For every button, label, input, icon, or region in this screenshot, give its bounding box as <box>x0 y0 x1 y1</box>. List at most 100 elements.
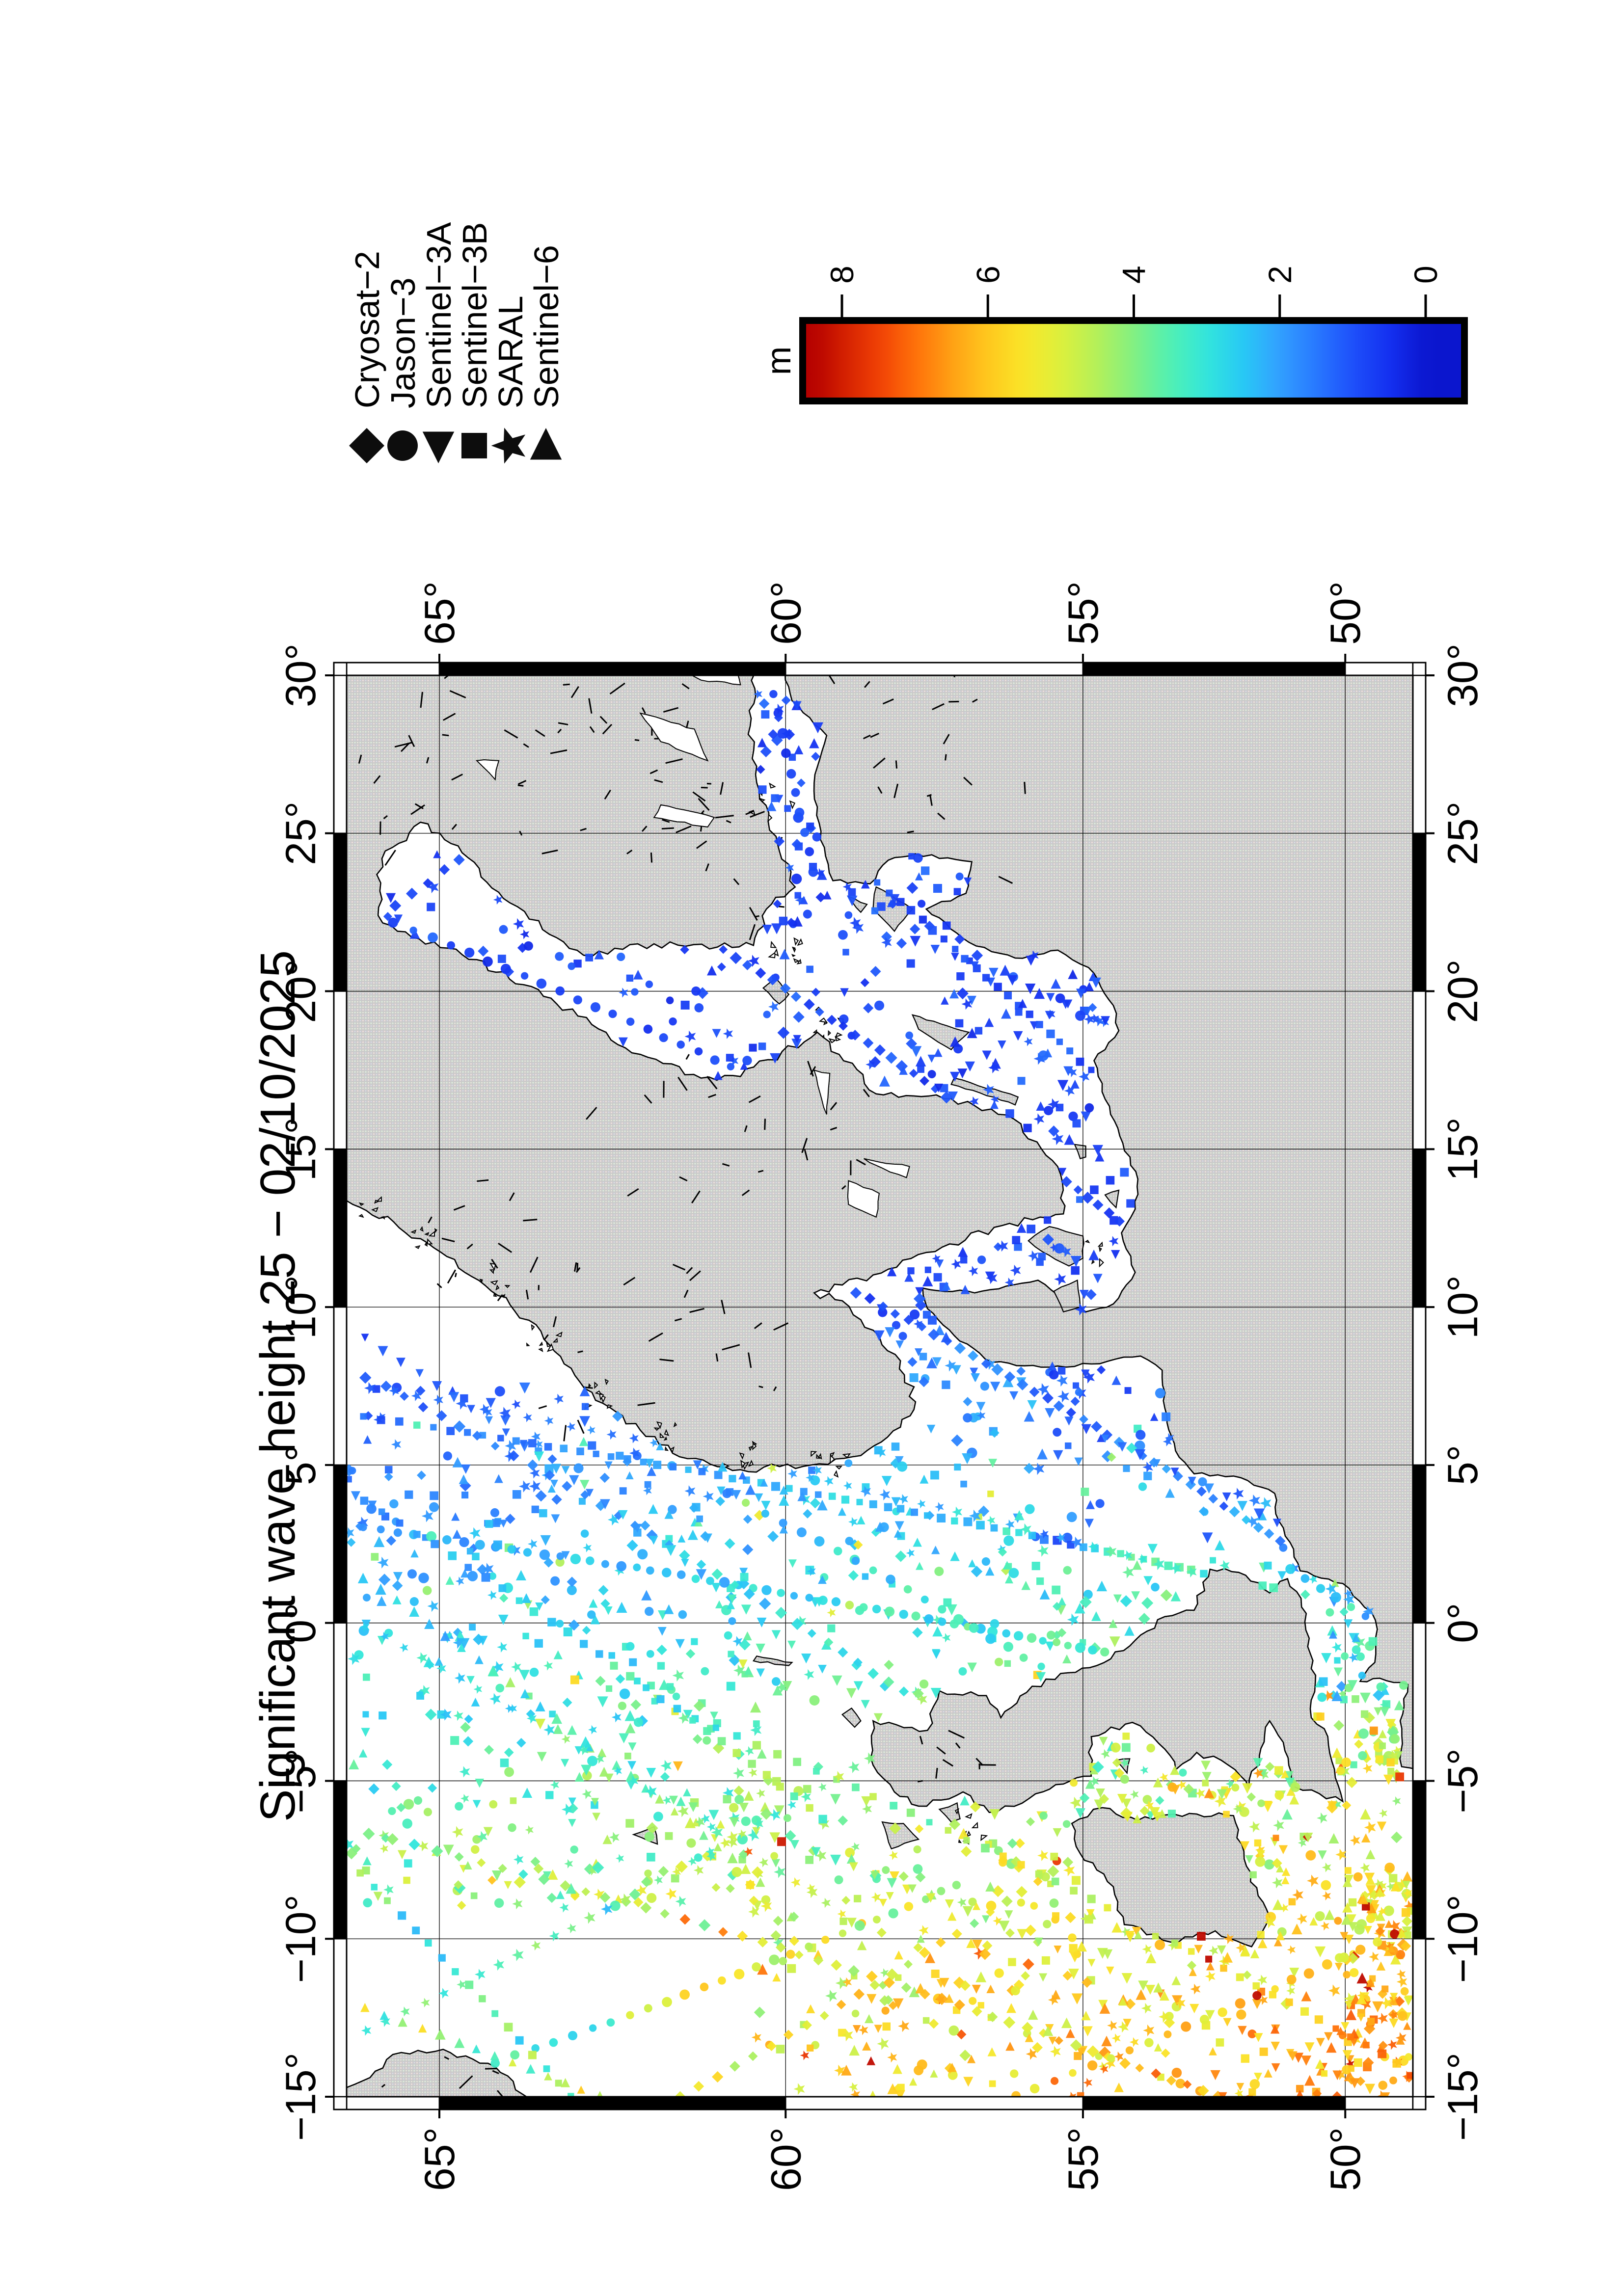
data-point-star <box>1048 1098 1059 1111</box>
data-point-square <box>1104 1904 1111 1912</box>
data-point-star <box>1360 1998 1371 2010</box>
data-point-triangle-left <box>1301 2056 1312 2066</box>
data-point-circle <box>1255 1856 1266 1867</box>
lon-label-bottom-25: 25° <box>1439 801 1487 865</box>
data-point-circle <box>582 1770 592 1781</box>
data-point-triangle-left <box>762 925 772 934</box>
data-point-triangle-right <box>561 2078 570 2087</box>
data-point-circle <box>1339 1952 1349 1963</box>
data-point-circle <box>1171 2067 1182 2078</box>
data-point-triangle-right <box>1387 1944 1396 1952</box>
data-point-triangle-right <box>360 2002 370 2012</box>
data-point-diamond <box>991 1363 1004 1376</box>
data-point-circle <box>500 963 511 974</box>
data-point-star <box>567 1923 576 1934</box>
data-point-square <box>933 1273 942 1281</box>
data-point-square <box>869 1500 877 1508</box>
data-point-triangle-right <box>813 1949 823 1959</box>
data-point-star <box>1377 2012 1388 2024</box>
data-point-star <box>871 1892 881 1903</box>
data-point-square <box>607 1453 615 1460</box>
data-point-diamond <box>1185 1479 1196 1490</box>
data-point-triangle-right <box>1002 1376 1014 1388</box>
data-point-star <box>961 998 973 1010</box>
data-point-circle <box>821 1936 830 1944</box>
data-point-square <box>395 1417 404 1426</box>
data-point-square <box>531 1505 539 1513</box>
data-point-diamond <box>737 1930 748 1942</box>
data-point-circle <box>407 1569 417 1579</box>
data-point-circle <box>1136 1430 1146 1440</box>
data-point-triangle-left <box>782 1681 792 1691</box>
data-point-diamond <box>793 1011 805 1023</box>
data-point-circle <box>731 1867 742 1877</box>
data-point-diamond <box>889 1822 901 1835</box>
data-point-triangle-left <box>1077 2048 1086 2057</box>
data-point-triangle-right <box>567 1725 577 1735</box>
data-point-square <box>427 903 435 911</box>
data-point-triangle-left <box>1103 1949 1113 1959</box>
data-point-triangle-right <box>1124 1626 1135 1636</box>
data-point-star <box>1083 1014 1094 1025</box>
data-point-star <box>744 1847 753 1857</box>
data-point-triangle-right <box>1360 1809 1371 1820</box>
data-point-triangle-right <box>590 1614 600 1625</box>
data-point-circle <box>1003 1535 1014 1546</box>
data-point-diamond <box>1042 1392 1054 1404</box>
data-point-diamond <box>478 945 489 957</box>
data-point-square <box>1057 1367 1066 1375</box>
data-point-square <box>498 1584 507 1592</box>
data-point-square <box>512 1437 520 1445</box>
data-point-square <box>371 1884 378 1891</box>
data-point-triangle-left <box>934 1083 944 1093</box>
data-point-star <box>1219 1560 1230 1571</box>
data-point-circle <box>647 1893 657 1903</box>
data-point-square <box>908 853 915 860</box>
data-point-triangle-right <box>1085 1500 1095 1509</box>
data-point-square <box>806 822 814 830</box>
data-point-circle <box>1054 1243 1065 1254</box>
data-point-diamond <box>989 1428 1000 1438</box>
data-point-diamond <box>538 1873 550 1885</box>
data-point-triangle-left <box>618 1037 628 1047</box>
data-point-square <box>762 1771 771 1779</box>
data-point-diamond <box>425 1709 437 1721</box>
data-point-square <box>1252 1982 1260 1990</box>
data-point-star <box>513 1854 524 1865</box>
data-point-star <box>773 1937 784 1948</box>
data-point-diamond <box>1198 1506 1209 1517</box>
data-point-triangle-left <box>475 1779 485 1788</box>
data-point-diamond <box>1016 1379 1028 1390</box>
data-point-diamond <box>992 1885 1004 1897</box>
data-point-star <box>727 1837 738 1848</box>
data-point-diamond <box>1114 1216 1125 1227</box>
data-point-circle <box>662 1997 672 2007</box>
data-point-square <box>1017 1077 1026 1085</box>
data-point-triangle-right <box>941 996 949 1005</box>
data-point-square <box>906 1808 915 1817</box>
data-point-triangle-right <box>1326 2042 1337 2053</box>
data-point-triangle-left <box>951 953 959 961</box>
data-point-star <box>497 1642 508 1653</box>
data-point-star <box>917 1693 927 1705</box>
data-point-square <box>1071 1876 1081 1885</box>
data-point-star <box>1105 1546 1117 1558</box>
data-point-triangle-right <box>1051 1990 1061 2000</box>
data-point-circle <box>1366 1914 1376 1923</box>
data-point-diamond <box>968 1350 979 1362</box>
data-point-square <box>740 1573 749 1581</box>
data-point-diamond <box>1375 1926 1385 1936</box>
data-point-triangle-right <box>1301 1991 1312 2002</box>
data-point-triangle-left <box>756 1668 765 1677</box>
data-point-triangle-left <box>885 1327 895 1337</box>
data-point-circle <box>423 1808 433 1816</box>
data-point-diamond <box>1082 1191 1094 1204</box>
data-point-square <box>1269 1991 1276 1999</box>
data-point-diamond <box>460 1722 471 1733</box>
data-point-triangle-left <box>963 877 972 886</box>
data-point-diamond <box>791 839 803 850</box>
data-point-square <box>1375 1755 1383 1763</box>
data-point-square <box>1035 1870 1043 1878</box>
data-point-diamond <box>460 1480 471 1492</box>
data-point-triangle-right <box>410 1549 419 1558</box>
